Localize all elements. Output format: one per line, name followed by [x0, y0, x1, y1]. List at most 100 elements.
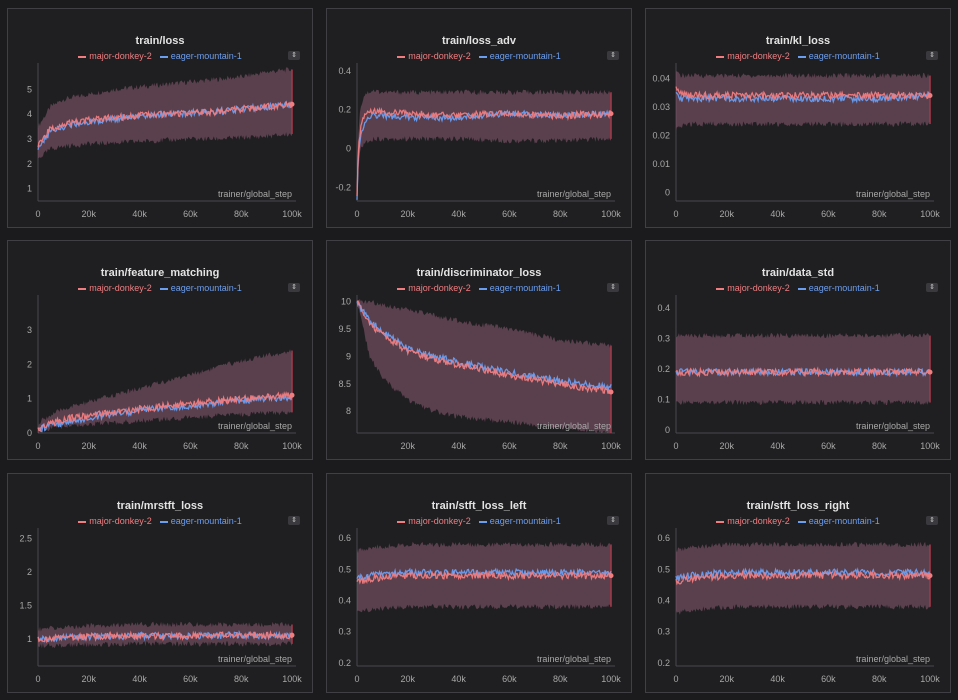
up-down-chevron-icon[interactable]: ⇕ [607, 516, 619, 525]
chart-panel[interactable]: 0.2 0.3 0.4 0.5 0.6 0 20k 40k 60k 80k 100k trainer/… [645, 473, 951, 693]
legend-swatch [797, 520, 806, 523]
y-tick-label: 2 [27, 359, 32, 369]
x-tick-label: 60k [502, 674, 517, 684]
x-tick-label: 0 [35, 674, 40, 684]
legend-item[interactable]: eager-mountain-1 [159, 51, 242, 61]
chart-panel[interactable]: 0 1 2 3 0 20k 40k 60k 80k 100k trainer/global_step… [7, 240, 313, 460]
chart-title: train/kl_loss [765, 35, 831, 47]
x-tick-label: 80k [872, 441, 887, 451]
x-tick-label: 100k [282, 209, 302, 219]
x-tick-label: 20k [720, 674, 735, 684]
x-tick-label: 0 [673, 209, 678, 219]
legend-item[interactable]: eager-mountain-1 [478, 516, 561, 526]
up-down-chevron-icon[interactable]: ⇕ [288, 283, 300, 292]
chart-title: train/loss [135, 35, 185, 47]
chart-panel[interactable]: 1 2 3 4 5 0 20k 40k 60k 80k 100k trainer/global_ste… [7, 8, 313, 228]
x-axis-label: trainer/global_step [537, 421, 611, 431]
x-tick-label: 60k [183, 209, 198, 219]
series-line [356, 300, 612, 394]
legend-item[interactable]: major-donkey-2 [716, 516, 790, 526]
y-tick-label: 0.3 [657, 334, 670, 344]
chart-panel[interactable]: 0.2 0.3 0.4 0.5 0.6 0 20k 40k 60k 80k 100k trainer/… [326, 473, 632, 693]
legend-label: major-donkey-2 [408, 516, 471, 526]
up-down-chevron-icon[interactable]: ⇕ [607, 283, 619, 292]
chart-plot: 0 0.01 0.02 0.03 0.04 0 20k 40k 60k 80k 100k traine… [652, 63, 940, 219]
up-down-chevron-icon[interactable]: ⇕ [926, 283, 938, 292]
x-tick-label: 20k [82, 209, 97, 219]
x-tick-label: 60k [502, 209, 517, 219]
y-tick-label: 0.5 [338, 564, 351, 574]
chart-panel[interactable]: 0 0.1 0.2 0.3 0.4 0 20k 40k 60k 80k 100k trainer/gl… [645, 240, 951, 460]
y-tick-label: 0 [665, 187, 670, 197]
x-tick-label: 80k [872, 209, 887, 219]
chart-panel[interactable]: -0.2 0 0.2 0.4 0 20k 40k 60k 80k 100k trainer/glob… [326, 8, 632, 228]
y-tick-label: 9.5 [338, 324, 351, 334]
legend-item[interactable]: major-donkey-2 [716, 51, 790, 61]
legend-item[interactable]: major-donkey-2 [397, 283, 471, 293]
legend-item[interactable]: major-donkey-2 [716, 283, 790, 293]
legend-item[interactable]: major-donkey-2 [397, 516, 471, 526]
up-down-chevron-icon[interactable]: ⇕ [288, 51, 300, 60]
chart-title: train/discriminator_loss [416, 267, 542, 279]
up-down-chevron-icon[interactable]: ⇕ [288, 516, 300, 525]
y-tick-label: 0.2 [338, 105, 351, 115]
x-tick-label: 0 [35, 209, 40, 219]
y-tick-label: 0 [665, 425, 670, 435]
legend-label: major-donkey-2 [408, 51, 471, 61]
legend-item[interactable]: eager-mountain-1 [478, 51, 561, 61]
y-tick-label: 9 [346, 351, 351, 361]
x-tick-label: 80k [553, 674, 568, 684]
x-tick-label: 40k [132, 674, 147, 684]
legend-item[interactable]: major-donkey-2 [78, 283, 152, 293]
chart-legend: major-donkey-2 eager-mountain-1 [646, 283, 950, 293]
legend-swatch [716, 287, 725, 290]
legend-label: major-donkey-2 [727, 516, 790, 526]
up-down-chevron-icon[interactable]: ⇕ [926, 516, 938, 525]
series-line [356, 569, 612, 585]
x-tick-label: 100k [601, 441, 621, 451]
legend-swatch [78, 520, 87, 523]
chart-panel[interactable]: 0 0.01 0.02 0.03 0.04 0 20k 40k 60k 80k 100k traine… [645, 8, 951, 228]
legend-item[interactable]: eager-mountain-1 [797, 51, 880, 61]
chart-legend: major-donkey-2 eager-mountain-1 [8, 51, 312, 61]
chart-title: train/stft_loss_left [431, 500, 527, 512]
y-tick-label: 0.5 [657, 564, 670, 574]
legend-item[interactable]: major-donkey-2 [78, 51, 152, 61]
chart-panel[interactable]: 8 8.5 9 9.5 10 20k 40k 60k 80k 100k trainer/global… [326, 240, 632, 460]
legend-item[interactable]: major-donkey-2 [78, 516, 152, 526]
up-down-chevron-icon[interactable]: ⇕ [926, 51, 938, 60]
up-down-chevron-icon[interactable]: ⇕ [607, 51, 619, 60]
series-end-point [289, 632, 295, 638]
legend-item[interactable]: eager-mountain-1 [159, 283, 242, 293]
legend-item[interactable]: eager-mountain-1 [797, 516, 880, 526]
y-tick-label: 0.2 [657, 364, 670, 374]
x-tick-label: 40k [132, 441, 147, 451]
legend-swatch [716, 55, 725, 58]
x-tick-label: 60k [183, 441, 198, 451]
x-axis-label: trainer/global_step [856, 189, 930, 199]
y-tick-label: 0.1 [657, 395, 670, 405]
legend-swatch [159, 520, 168, 523]
chart-title: train/mrstft_loss [116, 500, 204, 512]
x-tick-label: 100k [920, 441, 940, 451]
x-tick-label: 100k [282, 674, 302, 684]
y-tick-label: 1.5 [19, 601, 32, 611]
series-end-point [608, 389, 614, 395]
y-tick-label: 0.03 [652, 102, 670, 112]
legend-item[interactable]: eager-mountain-1 [478, 283, 561, 293]
y-tick-label: 0.2 [338, 658, 351, 668]
legend-item[interactable]: major-donkey-2 [397, 51, 471, 61]
legend-swatch [797, 55, 806, 58]
legend-item[interactable]: eager-mountain-1 [159, 516, 242, 526]
x-tick-label: 20k [720, 209, 735, 219]
x-tick-label: 0 [673, 441, 678, 451]
x-tick-label: 100k [282, 441, 302, 451]
legend-swatch [159, 287, 168, 290]
chart-legend: major-donkey-2 eager-mountain-1 [327, 51, 631, 61]
x-tick-label: 60k [821, 441, 836, 451]
x-axis-label: trainer/global_step [537, 189, 611, 199]
chart-panel[interactable]: 1 1.5 2 2.5 0 20k 40k 60k 80k 100k trainer/global_… [7, 473, 313, 693]
chart-legend: major-donkey-2 eager-mountain-1 [8, 516, 312, 526]
legend-item[interactable]: eager-mountain-1 [797, 283, 880, 293]
y-tick-label: 0.01 [652, 159, 670, 169]
